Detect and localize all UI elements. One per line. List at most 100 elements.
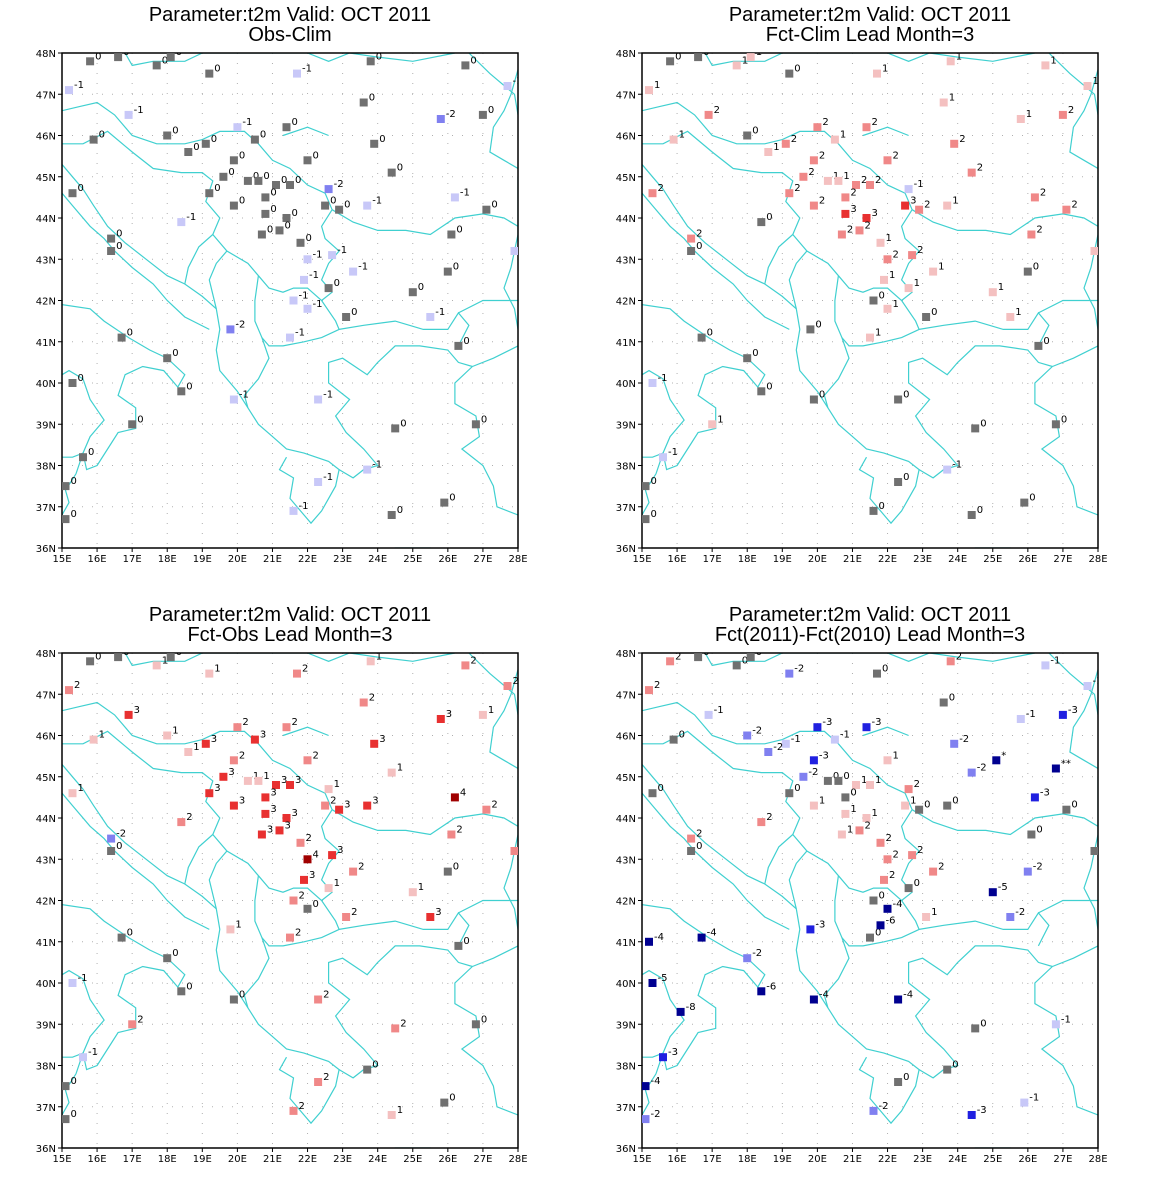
station-marker	[300, 275, 308, 284]
station-value-label: 2	[886, 833, 892, 844]
station-value-label: -1	[1061, 1014, 1071, 1025]
station-value-label: 1	[263, 771, 269, 782]
station-value-label: -6	[766, 981, 776, 992]
station-value-label: 2	[861, 175, 867, 186]
map-plot: 15E 16E 17E 18E 19E 20E 21E 22E 23E 24E 25E 26E 27E 2…	[36, 649, 528, 1165]
station-marker	[869, 296, 878, 305]
coast-border-line	[642, 192, 790, 330]
station-marker	[387, 768, 396, 777]
station-value-label: 0	[903, 1072, 909, 1083]
y-tick-label: 47N	[36, 90, 56, 101]
station-value-label: -2	[334, 179, 344, 190]
y-tick-label: 40N	[36, 979, 56, 990]
station-value-label: -2	[752, 948, 762, 959]
station-marker	[743, 954, 752, 963]
station-marker	[785, 69, 794, 78]
station-marker	[967, 768, 976, 777]
station-marker	[229, 995, 238, 1004]
station-value-label: -1	[323, 472, 333, 483]
map-panel-fct-clim: Parameter:t2m Valid: OCT 2011 Fct-Clim L…	[580, 0, 1160, 600]
y-tick-label: 46N	[36, 732, 56, 743]
station-marker	[107, 247, 116, 255]
station-marker	[929, 867, 938, 876]
station-marker	[901, 801, 910, 810]
station-marker	[261, 809, 270, 818]
station-marker	[841, 793, 850, 802]
station-marker	[746, 53, 755, 62]
station-marker	[704, 110, 713, 119]
station-marker	[904, 284, 913, 293]
y-tick-label: 36N	[36, 544, 56, 555]
station-value-label: -1	[668, 447, 678, 458]
station-value-label: 1	[654, 80, 660, 91]
station-value-label: 2	[306, 833, 312, 844]
station-value-label: 1	[833, 171, 839, 182]
station-marker	[478, 110, 487, 119]
x-tick-label: 22E	[298, 554, 317, 565]
station-marker	[855, 826, 864, 835]
station-value-label: 1	[861, 775, 867, 786]
station-marker	[387, 168, 396, 177]
station-marker	[743, 354, 752, 363]
station-marker	[86, 657, 95, 666]
station-value-label: 2	[302, 664, 308, 675]
station-marker	[62, 1082, 70, 1091]
station-value-label: 0	[239, 196, 245, 207]
station-value-label: 1	[334, 779, 340, 790]
station-marker	[642, 515, 650, 524]
station-value-label: -1	[78, 973, 88, 984]
station-value-label: -2	[1015, 907, 1025, 918]
station-value-label: 0	[71, 1076, 77, 1087]
station-value-label: 2	[400, 1018, 406, 1029]
coast-border-line	[1048, 653, 1098, 716]
station-value-label: 4	[313, 849, 319, 860]
station-marker	[478, 710, 487, 719]
station-value-label: -1	[840, 730, 850, 741]
y-tick-label: 42N	[36, 897, 56, 908]
x-tick-label: 18E	[158, 1154, 177, 1165]
station-marker	[837, 230, 846, 239]
station-marker	[114, 653, 123, 662]
station-value-label: 2	[865, 220, 871, 231]
station-marker	[293, 669, 301, 678]
station-value-label: 2	[917, 845, 923, 856]
x-tick-label: 19E	[773, 554, 792, 565]
coast-border-line	[468, 53, 518, 116]
station-value-label: 0	[379, 134, 385, 145]
coast-border-line	[62, 792, 210, 930]
coast-border-line	[454, 966, 518, 1116]
station-value-label: 2	[299, 891, 305, 902]
station-marker	[128, 1020, 137, 1029]
station-value-label: 2	[1040, 187, 1046, 198]
station-marker	[1016, 115, 1025, 123]
station-marker	[757, 387, 766, 396]
station-value-label: 1	[193, 742, 199, 753]
station-marker	[107, 834, 116, 843]
station-marker	[645, 937, 653, 946]
coast-border-line	[642, 904, 766, 1071]
x-tick-label: 28E	[1088, 1154, 1107, 1165]
station-value-label: 0	[1036, 825, 1042, 836]
station-marker	[908, 851, 917, 860]
station-value-label: 2	[917, 245, 923, 256]
station-marker	[757, 987, 766, 996]
station-value-label: 2	[358, 862, 364, 873]
station-value-label: 2	[794, 183, 800, 194]
station-value-label: 0	[313, 150, 319, 161]
station-marker	[764, 148, 773, 156]
coast-border-line	[243, 937, 270, 1008]
x-tick-label: 24E	[368, 554, 387, 565]
station-value-label: -2	[116, 829, 126, 840]
coast-border-line	[62, 192, 210, 330]
x-tick-label: 15E	[632, 554, 651, 565]
x-tick-label: 26E	[1018, 554, 1037, 565]
x-tick-label: 26E	[438, 554, 457, 565]
coast-border-line	[1038, 299, 1098, 314]
station-value-label: 0	[292, 117, 298, 128]
station-marker	[166, 653, 175, 662]
y-tick-label: 46N	[616, 732, 636, 743]
station-value-label: 1	[843, 171, 849, 182]
station-marker	[939, 698, 948, 707]
station-marker	[823, 776, 832, 785]
station-value-label: -1	[460, 187, 470, 198]
